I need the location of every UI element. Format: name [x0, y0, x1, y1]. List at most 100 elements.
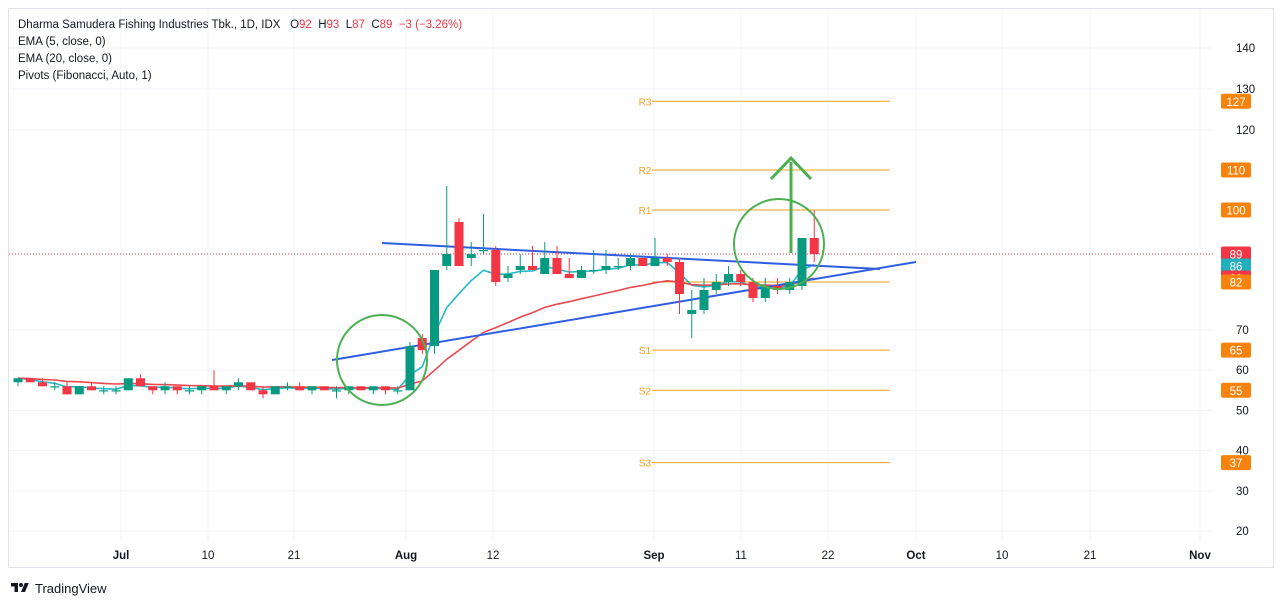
y-tick-label: 20	[1236, 526, 1249, 538]
legend-low-label: L	[345, 19, 353, 31]
candle-body	[454, 222, 464, 266]
footer-brand[interactable]: TradingView	[10, 578, 107, 598]
candle-body	[491, 250, 501, 282]
candle-body	[797, 238, 807, 286]
y-tick-label: 60	[1236, 365, 1249, 377]
candle-body	[540, 258, 550, 274]
y-tick-label: 40	[1236, 446, 1249, 458]
breakout-circle-2	[733, 198, 825, 290]
brand-name: TradingView	[35, 580, 107, 596]
legend-change: −3 (−3.26%)	[398, 19, 463, 31]
price-badge	[1221, 258, 1251, 274]
candle-body	[62, 386, 72, 395]
pivot-label-s3: S3	[639, 459, 652, 470]
candle-body	[99, 390, 109, 392]
legend-symbol-row: Dharma Samudera Fishing Industries Tbk.,…	[18, 17, 462, 34]
legend-open-value: 92	[299, 19, 312, 31]
candle-body	[405, 346, 415, 391]
price-badge	[1221, 202, 1251, 218]
price-badge-label: 127	[1226, 97, 1245, 109]
legend-close-value: 89	[379, 19, 393, 31]
legend-pivots[interactable]: Pivots (Fibonacci, Auto, 1)	[18, 70, 152, 82]
pivot-label-s1: S1	[639, 346, 652, 357]
price-badge	[1221, 382, 1251, 398]
candle-body	[209, 386, 219, 391]
breakout-circle-1	[336, 314, 428, 406]
candle-body	[185, 390, 194, 392]
candle-body	[479, 250, 488, 252]
chart-frame	[8, 8, 1274, 568]
candle-body	[711, 282, 721, 290]
candle-body	[50, 386, 60, 388]
candle-body	[724, 274, 733, 282]
candle-body	[172, 386, 182, 391]
y-tick-label: 70	[1236, 325, 1249, 337]
y-tick-label: 140	[1236, 43, 1255, 55]
legend-open-label: O	[290, 19, 300, 31]
candle-body	[332, 390, 341, 392]
candle-body	[662, 258, 672, 262]
candle-body	[442, 254, 452, 266]
legend-symbol[interactable]: Dharma Samudera Fishing Industries Tbk.,…	[18, 19, 281, 31]
candle-body	[785, 282, 795, 290]
y-tick-label: 130	[1236, 84, 1255, 96]
legend-close-label: C	[371, 19, 380, 31]
candle-body	[295, 386, 305, 391]
x-tick-label: 21	[1084, 550, 1097, 562]
legend-high-label: H	[318, 19, 327, 31]
candle-body	[430, 270, 439, 347]
price-badge-label: 82	[1230, 278, 1243, 290]
candle-body	[760, 286, 770, 298]
badge-layer: 12711010089868382655537	[1221, 93, 1251, 471]
candle-body	[148, 386, 158, 391]
candle-body	[356, 386, 366, 391]
legend-high-value: 93	[326, 19, 340, 31]
candle-body	[197, 386, 207, 391]
candle-body	[528, 266, 537, 270]
candle-body	[577, 270, 586, 278]
price-badge	[1221, 93, 1251, 109]
x-tick-label: 22	[822, 550, 835, 562]
x-tick-label: 21	[288, 550, 301, 562]
x-tick-label: 10	[996, 550, 1009, 562]
x-tick-label: 10	[202, 550, 215, 562]
y-tick-label: 120	[1236, 125, 1255, 137]
candle-body	[123, 378, 133, 391]
price-badge-label: 100	[1226, 206, 1245, 218]
annotation-layer	[336, 155, 825, 406]
legend-low-value: 87	[352, 19, 365, 31]
price-badge-label: 110	[1227, 166, 1245, 178]
legend-ema5[interactable]: EMA (5, close, 0)	[18, 36, 106, 48]
y-tick-label: 30	[1236, 486, 1249, 498]
candle-body	[613, 266, 623, 268]
candle-body	[270, 386, 280, 395]
legend-ema20[interactable]: EMA (20, close, 0)	[18, 53, 112, 65]
candle-body	[307, 386, 317, 391]
y-tick-label: 50	[1236, 405, 1249, 417]
candle-body	[319, 386, 329, 391]
candle-body	[368, 386, 378, 391]
candle-body	[687, 310, 697, 314]
price-badge	[1221, 246, 1251, 262]
grid-layer	[9, 9, 1213, 540]
price-badge	[1221, 274, 1251, 290]
tradingview-logo-icon	[11, 583, 29, 592]
price-badge-label: 55	[1230, 386, 1243, 398]
pivot-label-r2: R2	[639, 166, 652, 177]
candle-body	[601, 266, 611, 270]
candle-body	[25, 378, 35, 383]
candle-body	[503, 274, 513, 278]
candle-body	[87, 386, 96, 391]
candle-body	[74, 386, 84, 395]
x-tick-label: 11	[735, 550, 747, 562]
candle-body	[748, 282, 758, 298]
candle-body	[246, 382, 256, 391]
candle-body	[650, 258, 660, 266]
candle-body	[13, 378, 23, 383]
candle-body	[564, 274, 574, 278]
x-tick-label: Oct	[906, 550, 925, 562]
candle-body	[160, 386, 170, 391]
pivot-label-r3: R3	[639, 97, 652, 108]
axis-layer: 20 30 40 50 60 70 120 130 140 Jul 10 21 Aug 12 Sep 11 22…	[113, 43, 1256, 562]
